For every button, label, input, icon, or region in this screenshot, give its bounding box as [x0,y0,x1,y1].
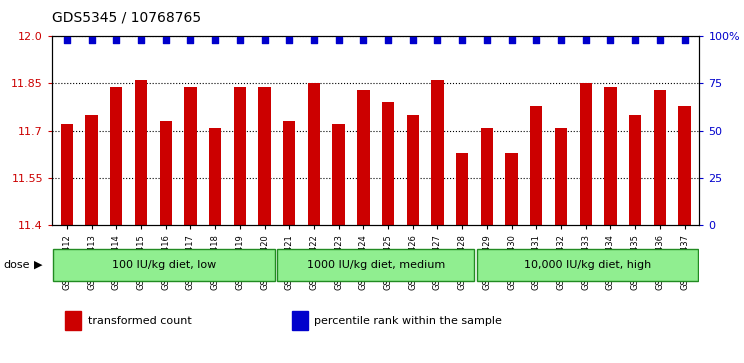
Point [160,37,172,43]
Bar [135,80,147,363]
Bar [382,102,394,363]
Point [407,37,419,43]
Point [654,37,666,43]
Bar [61,125,73,363]
Bar [679,106,690,363]
Point [61,37,73,43]
Point [259,37,271,43]
Bar [604,87,617,363]
Point [604,37,616,43]
FancyBboxPatch shape [477,249,698,281]
Point [679,37,690,43]
Bar [407,115,419,363]
Bar [333,125,344,363]
Text: 100 IU/kg diet, low: 100 IU/kg diet, low [112,260,217,270]
Point [432,37,443,43]
Point [629,37,641,43]
Text: GDS5345 / 10768765: GDS5345 / 10768765 [52,11,201,25]
Bar [86,115,97,363]
Bar [292,311,308,330]
Point [110,37,122,43]
Text: 1000 IU/kg diet, medium: 1000 IU/kg diet, medium [307,260,445,270]
FancyBboxPatch shape [278,249,474,281]
Point [382,37,394,43]
Bar [65,311,81,330]
Text: dose: dose [4,260,31,270]
Bar [505,153,518,363]
Point [234,37,246,43]
Point [308,37,320,43]
Bar [185,87,196,363]
Bar [209,127,221,363]
Point [580,37,591,43]
Bar [530,106,542,363]
Bar [629,115,641,363]
Point [333,37,344,43]
Bar [258,87,271,363]
Bar [357,90,370,363]
Point [555,37,567,43]
Text: ▶: ▶ [33,260,42,270]
FancyBboxPatch shape [54,249,275,281]
Bar [555,127,567,363]
Text: 10,000 IU/kg diet, high: 10,000 IU/kg diet, high [524,260,651,270]
Point [506,37,518,43]
Bar [432,80,443,363]
Point [357,37,369,43]
Bar [654,90,666,363]
Point [135,37,147,43]
Bar [308,83,320,363]
Point [209,37,221,43]
Text: percentile rank within the sample: percentile rank within the sample [314,315,502,326]
Point [283,37,295,43]
Point [456,37,468,43]
Point [86,37,97,43]
Bar [283,121,295,363]
Bar [456,153,469,363]
Point [530,37,542,43]
Bar [159,121,172,363]
Bar [481,127,493,363]
Point [185,37,196,43]
Bar [234,87,246,363]
Text: transformed count: transformed count [88,315,191,326]
Bar [110,87,123,363]
Point [481,37,493,43]
Bar [580,83,592,363]
